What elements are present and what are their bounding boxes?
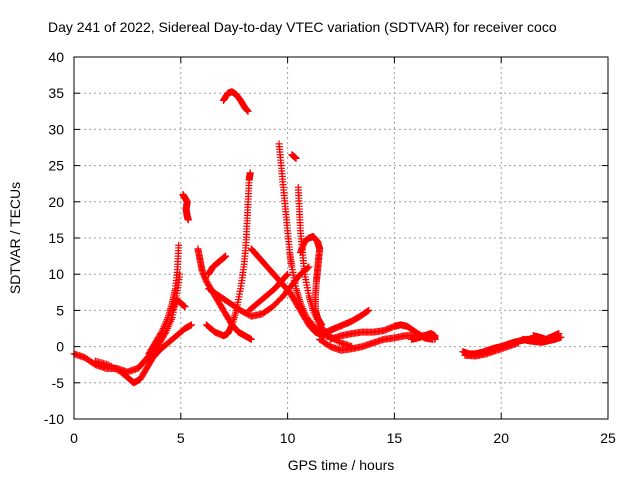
data-point [555, 330, 563, 338]
data-point [157, 329, 165, 337]
data-point [557, 333, 565, 341]
grid [74, 57, 608, 419]
data-point [246, 169, 254, 177]
data-point [304, 264, 312, 272]
x-tick-label: 15 [387, 430, 403, 446]
y-tick-label: 0 [56, 339, 64, 355]
data-point [175, 241, 183, 249]
data-point [318, 321, 326, 329]
data-point [335, 338, 343, 346]
data-point [187, 321, 195, 329]
data-point [364, 307, 372, 315]
y-axis-label: SDTVAR / TECUs [7, 182, 23, 294]
y-tick-label: 35 [48, 85, 64, 101]
x-tick-label: 10 [280, 430, 296, 446]
y-tick-label: 10 [48, 266, 64, 282]
data-point [247, 335, 255, 343]
y-tick-label: 15 [48, 230, 64, 246]
chart-title: Day 241 of 2022, Sidereal Day-to-day VTE… [48, 19, 557, 35]
y-tick-label: -10 [44, 411, 64, 427]
y-tick-label: 25 [48, 158, 64, 174]
series-arc-22-up [529, 330, 563, 343]
series-arc-6-upper [205, 252, 230, 278]
series-arc-early-low [91, 321, 195, 387]
y-tick-label: 30 [48, 121, 64, 137]
data-point [292, 154, 300, 162]
data-point [283, 271, 291, 279]
data-point [222, 252, 230, 260]
y-tick-label: 20 [48, 194, 64, 210]
data-point [284, 270, 292, 278]
y-tick-label: 40 [48, 49, 64, 65]
series-arc-7-top [220, 88, 252, 115]
data-point [184, 216, 192, 224]
series-arc-6-rise [202, 169, 254, 340]
axis-ticks: -10 -5 0 5 10 15 20 25 30 35 40 0 5 10 15 20 25 [44, 49, 616, 446]
data-point [431, 335, 439, 343]
x-axis-label: GPS time / hours [288, 457, 395, 473]
x-tick-label: 25 [600, 430, 616, 446]
x-tick-label: 20 [493, 430, 509, 446]
data-point [365, 306, 373, 314]
y-tick-label: -5 [52, 375, 65, 391]
plot-frame [73, 56, 609, 420]
x-tick-label: 0 [70, 430, 78, 446]
series-arc-5-peak [168, 296, 189, 314]
data-point [305, 263, 313, 271]
series-arc-11-hump [296, 233, 326, 329]
data-points [70, 88, 565, 387]
series-arc-10-right [288, 151, 300, 162]
data-point [514, 339, 522, 347]
data-point [244, 107, 252, 115]
x-tick-label: 5 [177, 430, 185, 446]
y-tick-label: 5 [56, 302, 64, 318]
series-arc-16-end [407, 330, 439, 343]
series-arc-18-low [461, 339, 522, 360]
data-point [181, 303, 189, 311]
series-arc-5-high [179, 191, 192, 224]
series-arc-12-rise [322, 306, 373, 336]
